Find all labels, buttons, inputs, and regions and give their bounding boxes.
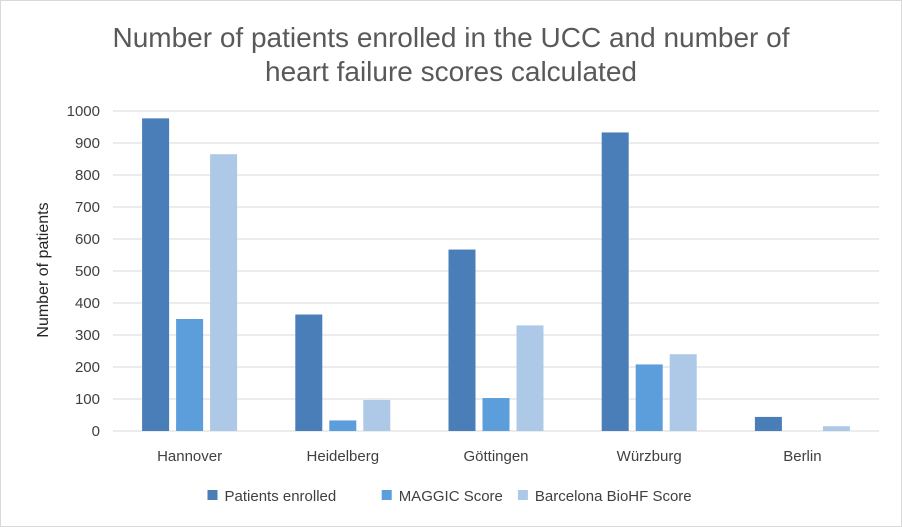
legend: Patients enrolled MAGGIC Score Barcelona B… xyxy=(207,488,692,505)
bar-patients-enrolled xyxy=(142,118,170,432)
bar-barcelona-biohf-score xyxy=(210,154,238,431)
bar-patients-enrolled xyxy=(754,416,782,431)
bar-maggic-score xyxy=(329,420,357,431)
y-tick-label: 600 xyxy=(75,231,100,248)
bar-barcelona-biohf-score xyxy=(363,399,391,431)
y-tick-label: 400 xyxy=(75,295,100,312)
y-tick-label: 200 xyxy=(75,359,100,376)
x-axis-ticks: Hannover Heidelberg Göttingen Würzburg Berli… xyxy=(157,448,822,465)
y-tick-label: 300 xyxy=(75,327,100,344)
legend-swatch xyxy=(381,490,392,500)
y-tick-label: 500 xyxy=(75,263,100,280)
legend-label: MAGGIC Score xyxy=(399,488,503,505)
y-tick-label: 1000 xyxy=(67,103,100,120)
x-tick-label: Hannover xyxy=(157,448,222,465)
legend-label: Barcelona BioHF Score xyxy=(535,488,692,505)
x-tick-label: Göttingen xyxy=(463,448,528,465)
chart-title-line-2: heart failure scores calculated xyxy=(265,56,637,87)
bar-patients-enrolled xyxy=(448,249,476,431)
y-axis-title: Number of patients xyxy=(35,202,52,337)
gridlines xyxy=(113,110,879,432)
bar-patients-enrolled xyxy=(601,132,629,431)
legend-swatch xyxy=(207,490,218,500)
legend-swatch xyxy=(517,490,528,500)
x-tick-label: Heidelberg xyxy=(307,448,380,465)
y-tick-label: 900 xyxy=(75,135,100,152)
bar-maggic-score xyxy=(176,319,204,431)
bar-patients-enrolled xyxy=(295,314,323,431)
legend-label: Patients enrolled xyxy=(225,488,337,505)
bar-maggic-score xyxy=(635,364,663,431)
chart-title-line-1: Number of patients enrolled in the UCC a… xyxy=(112,22,789,53)
y-tick-label: 800 xyxy=(75,167,100,184)
bar-maggic-score xyxy=(482,398,510,431)
bars xyxy=(142,118,850,432)
y-axis-ticks: 0 100 200 300 400 500 600 700 800 900 1000 xyxy=(67,103,100,440)
bar-barcelona-biohf-score xyxy=(669,354,697,431)
y-tick-label: 0 xyxy=(92,423,100,440)
bar-barcelona-biohf-score xyxy=(516,325,544,431)
x-tick-label: Berlin xyxy=(783,448,821,465)
x-tick-label: Würzburg xyxy=(617,448,682,465)
y-tick-label: 700 xyxy=(75,199,100,216)
bar-barcelona-biohf-score xyxy=(822,426,850,431)
y-tick-label: 100 xyxy=(75,391,100,408)
